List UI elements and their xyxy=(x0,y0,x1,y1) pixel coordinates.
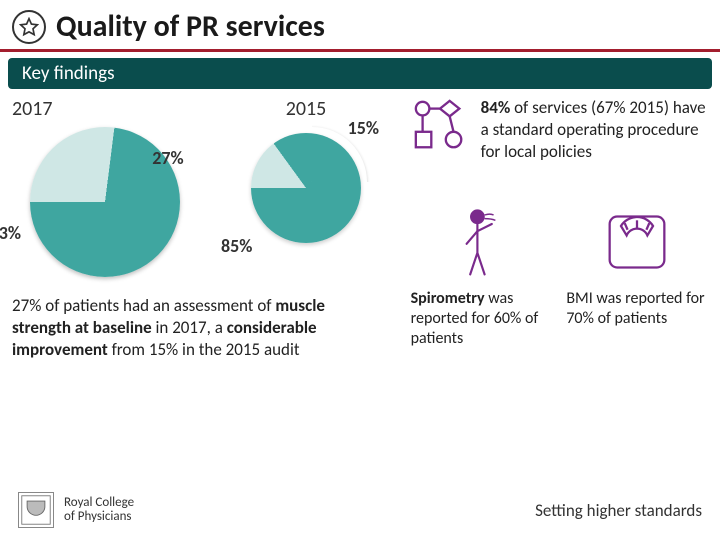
footer-left: Royal College of Physicians xyxy=(18,492,134,528)
flowchart-icon xyxy=(411,97,469,155)
spirometry-text: Spirometry was reported for 60% of patie… xyxy=(411,289,553,349)
metrics-row: Spirometry was reported for 60% of patie… xyxy=(411,205,708,349)
pie-2017-label-73: 73% xyxy=(0,222,21,244)
pie-2015-label-85: 85% xyxy=(221,235,252,257)
header-bar: Quality of PR services xyxy=(0,0,720,52)
pie-2015-label-15: 15% xyxy=(348,117,379,139)
keyfindings-bar: Key findings xyxy=(8,58,712,89)
page-title: Quality of PR services xyxy=(56,8,325,45)
sop-row: 84% of services (67% 2015) have a standa… xyxy=(411,97,708,163)
footer-brand: Royal College of Physicians xyxy=(64,496,134,525)
spirometry-metric: Spirometry was reported for 60% of patie… xyxy=(411,205,553,349)
bmi-text: BMI was reported for 70% of patients xyxy=(566,289,708,329)
pie-2015-block: 2015 15% 85% xyxy=(213,97,398,277)
sop-text: 84% of services (67% 2015) have a standa… xyxy=(481,97,708,163)
footer: Royal College of Physicians Setting high… xyxy=(0,482,720,540)
scale-icon xyxy=(604,205,670,279)
spirometry-bold: Spirometry xyxy=(411,289,485,308)
caption-part-c: in 2017, a xyxy=(152,317,227,338)
bmi-metric: BMI was reported for 70% of patients xyxy=(566,205,708,349)
rcp-crest-icon xyxy=(18,492,54,528)
footer-tagline: Setting higher standards xyxy=(535,500,702,521)
right-column: 84% of services (67% 2015) have a standa… xyxy=(411,97,708,361)
footer-brand-l2: of Physicians xyxy=(64,510,134,524)
pies-row: 2017 73% 27% 2015 15% 85% xyxy=(12,97,399,277)
pie-2017: 73% 27% xyxy=(30,127,180,277)
left-column: 2017 73% 27% 2015 15% 85% xyxy=(12,97,399,361)
pie-2017-year: 2017 xyxy=(12,97,197,121)
content-area: 2017 73% 27% 2015 15% 85% xyxy=(0,89,720,361)
sop-rest: of services (67% 2015) have a standard o… xyxy=(481,97,706,162)
pie-2015: 15% 85% xyxy=(251,133,361,243)
footer-brand-l1: Royal College xyxy=(64,496,134,510)
caption-part-e: from 15% in the 2015 audit xyxy=(108,339,300,360)
caption-part-a: 27% of patients had an assessment of xyxy=(12,295,275,316)
person-blowing-icon xyxy=(454,205,508,279)
star-badge-icon xyxy=(12,10,46,44)
pie-2017-block: 2017 73% 27% xyxy=(12,97,197,277)
sop-pct: 84% xyxy=(481,97,511,118)
assessment-caption: 27% of patients had an assessment of mus… xyxy=(12,295,342,361)
pie-2017-label-27: 27% xyxy=(152,147,183,169)
